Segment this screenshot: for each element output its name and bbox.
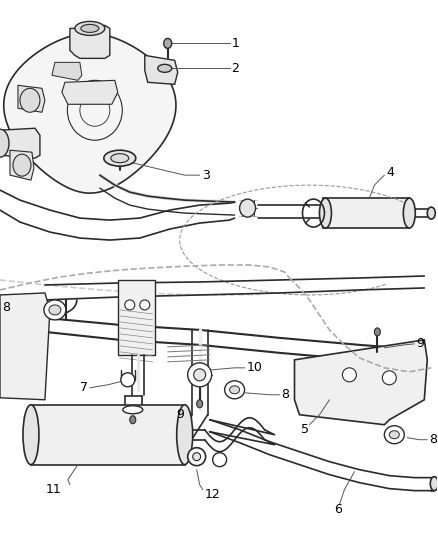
Text: 9: 9 bbox=[177, 408, 184, 421]
Polygon shape bbox=[118, 280, 155, 355]
Ellipse shape bbox=[20, 88, 40, 112]
Polygon shape bbox=[4, 34, 176, 193]
Text: 4: 4 bbox=[386, 166, 394, 179]
Ellipse shape bbox=[187, 363, 212, 387]
Ellipse shape bbox=[0, 129, 9, 157]
Ellipse shape bbox=[130, 416, 136, 424]
Polygon shape bbox=[18, 85, 45, 112]
Ellipse shape bbox=[140, 300, 150, 310]
Polygon shape bbox=[52, 62, 82, 80]
Ellipse shape bbox=[385, 426, 404, 443]
Ellipse shape bbox=[230, 386, 240, 394]
Text: 12: 12 bbox=[205, 488, 220, 501]
Ellipse shape bbox=[23, 405, 39, 465]
Text: 8: 8 bbox=[282, 388, 290, 401]
Ellipse shape bbox=[403, 198, 415, 228]
Polygon shape bbox=[325, 198, 409, 228]
Polygon shape bbox=[10, 150, 34, 180]
Ellipse shape bbox=[125, 300, 135, 310]
Ellipse shape bbox=[225, 381, 244, 399]
Polygon shape bbox=[70, 26, 110, 58]
Text: 8: 8 bbox=[2, 302, 10, 314]
Ellipse shape bbox=[111, 154, 129, 163]
Ellipse shape bbox=[81, 25, 99, 33]
Ellipse shape bbox=[194, 369, 206, 381]
Ellipse shape bbox=[44, 300, 66, 320]
Polygon shape bbox=[145, 55, 178, 84]
Ellipse shape bbox=[123, 406, 143, 414]
Polygon shape bbox=[0, 293, 50, 400]
Ellipse shape bbox=[104, 150, 136, 166]
Ellipse shape bbox=[121, 373, 135, 387]
Text: 1: 1 bbox=[232, 37, 240, 50]
Ellipse shape bbox=[187, 448, 206, 466]
Ellipse shape bbox=[430, 477, 438, 490]
Ellipse shape bbox=[158, 64, 172, 72]
Polygon shape bbox=[62, 80, 118, 104]
Polygon shape bbox=[294, 340, 427, 425]
Ellipse shape bbox=[193, 453, 201, 461]
Ellipse shape bbox=[427, 207, 435, 219]
Ellipse shape bbox=[382, 371, 396, 385]
Ellipse shape bbox=[374, 328, 380, 336]
Ellipse shape bbox=[164, 38, 172, 49]
Polygon shape bbox=[0, 128, 40, 158]
Text: 7: 7 bbox=[80, 381, 88, 394]
Text: 2: 2 bbox=[232, 62, 240, 75]
Text: 11: 11 bbox=[46, 483, 62, 496]
Text: 9: 9 bbox=[416, 337, 424, 350]
Ellipse shape bbox=[13, 154, 31, 176]
Ellipse shape bbox=[319, 198, 332, 228]
Text: 8: 8 bbox=[429, 433, 437, 446]
Ellipse shape bbox=[240, 199, 255, 217]
Text: 3: 3 bbox=[201, 168, 209, 182]
Ellipse shape bbox=[197, 400, 203, 408]
Ellipse shape bbox=[212, 453, 226, 467]
Ellipse shape bbox=[343, 368, 357, 382]
Polygon shape bbox=[31, 405, 185, 465]
Ellipse shape bbox=[75, 21, 105, 35]
Text: 10: 10 bbox=[247, 361, 262, 374]
Text: 6: 6 bbox=[335, 503, 343, 516]
Ellipse shape bbox=[177, 405, 193, 465]
Text: 5: 5 bbox=[301, 423, 310, 436]
Ellipse shape bbox=[389, 431, 399, 439]
Ellipse shape bbox=[49, 305, 61, 315]
